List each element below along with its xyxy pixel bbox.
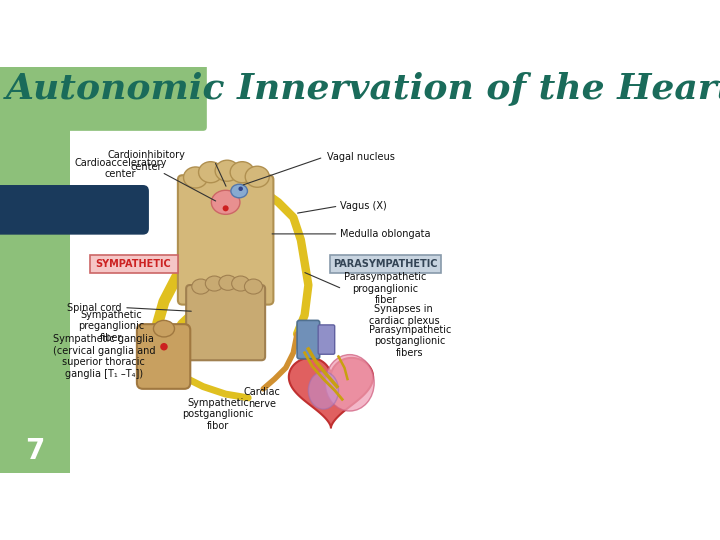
Text: Synapses in
cardiac plexus: Synapses in cardiac plexus: [369, 305, 439, 326]
Ellipse shape: [215, 160, 239, 181]
Text: Cardiac
nerve: Cardiac nerve: [243, 387, 280, 409]
Text: Sympathetic ganglia
(cervical ganglia and
superior thoracic
ganglia [T₁ –T₄]): Sympathetic ganglia (cervical ganglia an…: [53, 334, 155, 379]
Text: Autonomic Innervation of the Heart: Autonomic Innervation of the Heart: [6, 72, 720, 106]
Ellipse shape: [212, 190, 240, 214]
Text: Parasympathetic
proganglionic
fiber: Parasympathetic proganglionic fiber: [344, 272, 427, 306]
Text: Vagus (X): Vagus (X): [340, 201, 387, 211]
Text: 7: 7: [25, 436, 45, 464]
Bar: [0, 67, 70, 473]
Ellipse shape: [308, 372, 338, 409]
FancyBboxPatch shape: [318, 325, 335, 354]
Text: Vagal nucleus: Vagal nucleus: [327, 152, 395, 162]
Text: PARASYMPATHETIC: PARASYMPATHETIC: [333, 259, 438, 269]
Text: Medulla oblongata: Medulla oblongata: [340, 229, 431, 239]
Ellipse shape: [192, 279, 210, 294]
FancyBboxPatch shape: [89, 255, 178, 273]
Circle shape: [161, 343, 168, 350]
Ellipse shape: [184, 167, 207, 188]
FancyBboxPatch shape: [0, 63, 207, 131]
Ellipse shape: [199, 161, 222, 183]
Text: Sympathetic
preganglionic
fiber: Sympathetic preganglionic fiber: [78, 310, 145, 343]
Ellipse shape: [246, 166, 269, 187]
Text: Sympathetic
postganglionic
fibor: Sympathetic postganglionic fibor: [182, 398, 254, 431]
Ellipse shape: [231, 184, 248, 198]
Ellipse shape: [205, 276, 223, 291]
FancyBboxPatch shape: [178, 176, 274, 305]
Text: Parasympathetic
postganglionic
fibers: Parasympathetic postganglionic fibers: [369, 325, 451, 358]
Ellipse shape: [153, 320, 174, 337]
Text: Spinal cord: Spinal cord: [68, 302, 122, 313]
FancyBboxPatch shape: [0, 185, 149, 235]
FancyBboxPatch shape: [297, 320, 320, 359]
Ellipse shape: [230, 161, 254, 183]
Circle shape: [238, 186, 243, 191]
Circle shape: [222, 205, 229, 211]
FancyBboxPatch shape: [186, 285, 265, 360]
Text: Cardioacceleratory
center: Cardioacceleratory center: [74, 158, 166, 179]
Ellipse shape: [219, 275, 237, 291]
Ellipse shape: [325, 355, 374, 411]
Polygon shape: [289, 358, 373, 428]
Text: SYMPATHETIC: SYMPATHETIC: [96, 259, 171, 269]
FancyBboxPatch shape: [330, 255, 441, 273]
Ellipse shape: [245, 279, 263, 294]
FancyBboxPatch shape: [137, 324, 190, 389]
Ellipse shape: [232, 276, 250, 291]
Text: Cardioinhibitory
center: Cardioinhibitory center: [108, 150, 186, 172]
